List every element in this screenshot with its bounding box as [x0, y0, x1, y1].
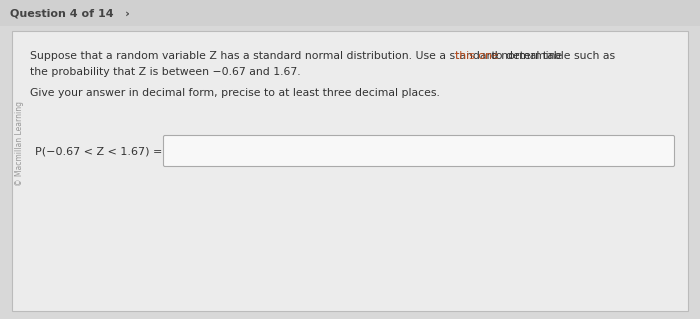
Text: this one: this one [455, 51, 499, 61]
Text: P(−0.67 < Z < 1.67) =: P(−0.67 < Z < 1.67) = [35, 146, 162, 156]
Text: to determine: to determine [488, 51, 562, 61]
Bar [0, 0, 700, 26]
Text: Give your answer in decimal form, precise to at least three decimal places.: Give your answer in decimal form, precis… [30, 88, 440, 98]
Text: Question 4 of 14   ›: Question 4 of 14 › [10, 8, 130, 18]
Text: the probability that Z is between −0.67 and 1.67.: the probability that Z is between −0.67 … [30, 67, 300, 77]
Text: © Macmillan Learning: © Macmillan Learning [15, 101, 24, 187]
FancyBboxPatch shape [164, 136, 675, 167]
Text: Suppose that a random variable Z has a standard normal distribution. Use a stand: Suppose that a random variable Z has a s… [30, 51, 619, 61]
Bar [12, 31, 688, 311]
